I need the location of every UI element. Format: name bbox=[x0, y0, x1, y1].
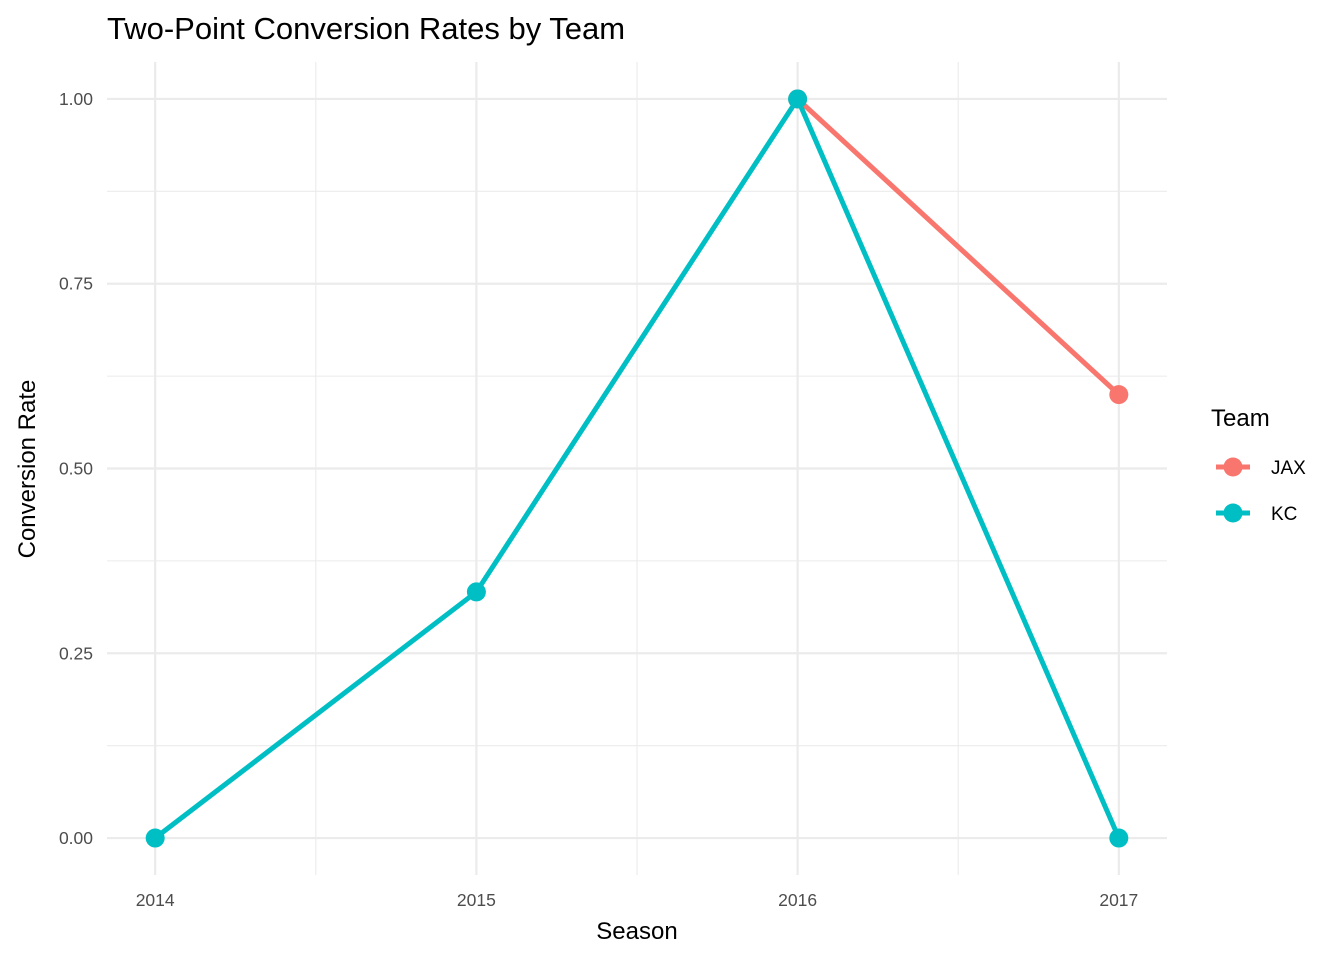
legend-title: Team bbox=[1211, 405, 1270, 432]
x-tick-label: 2015 bbox=[457, 890, 496, 910]
y-tick-label: 0.75 bbox=[59, 274, 93, 294]
data-point-kc bbox=[788, 89, 808, 109]
chart-title: Two-Point Conversion Rates by Team bbox=[107, 11, 625, 46]
y-axis-tick-labels: 0.00 0.25 0.50 0.75 1.00 bbox=[59, 89, 93, 848]
x-tick-label: 2017 bbox=[1099, 890, 1138, 910]
data-point-jax bbox=[1109, 385, 1129, 405]
y-tick-label: 0.25 bbox=[59, 643, 93, 663]
series-line-jax bbox=[795, 97, 1121, 397]
data-point-kc bbox=[466, 582, 486, 602]
y-tick-label: 0.50 bbox=[59, 459, 93, 479]
series-points bbox=[145, 89, 1129, 848]
x-axis-title: Season bbox=[596, 918, 677, 945]
x-tick-label: 2016 bbox=[778, 890, 817, 910]
grid-lines bbox=[107, 62, 1167, 875]
legend-key-point-jax bbox=[1223, 457, 1243, 477]
y-tick-label: 0.00 bbox=[59, 828, 93, 848]
legend: Team JAX KC bbox=[1211, 405, 1306, 525]
y-tick-label: 1.00 bbox=[59, 89, 93, 109]
series-lines bbox=[153, 96, 1122, 841]
data-point-kc bbox=[1109, 828, 1129, 848]
y-axis-title: Conversion Rate bbox=[14, 380, 41, 559]
series-line-kc bbox=[153, 96, 1122, 841]
legend-key-point-kc bbox=[1223, 503, 1243, 523]
x-tick-label: 2014 bbox=[136, 890, 175, 910]
legend-label-kc: KC bbox=[1271, 504, 1297, 525]
legend-label-jax: JAX bbox=[1271, 458, 1306, 479]
data-point-kc bbox=[145, 828, 165, 848]
x-axis-tick-labels: 2014 2015 2016 2017 bbox=[136, 890, 1139, 910]
